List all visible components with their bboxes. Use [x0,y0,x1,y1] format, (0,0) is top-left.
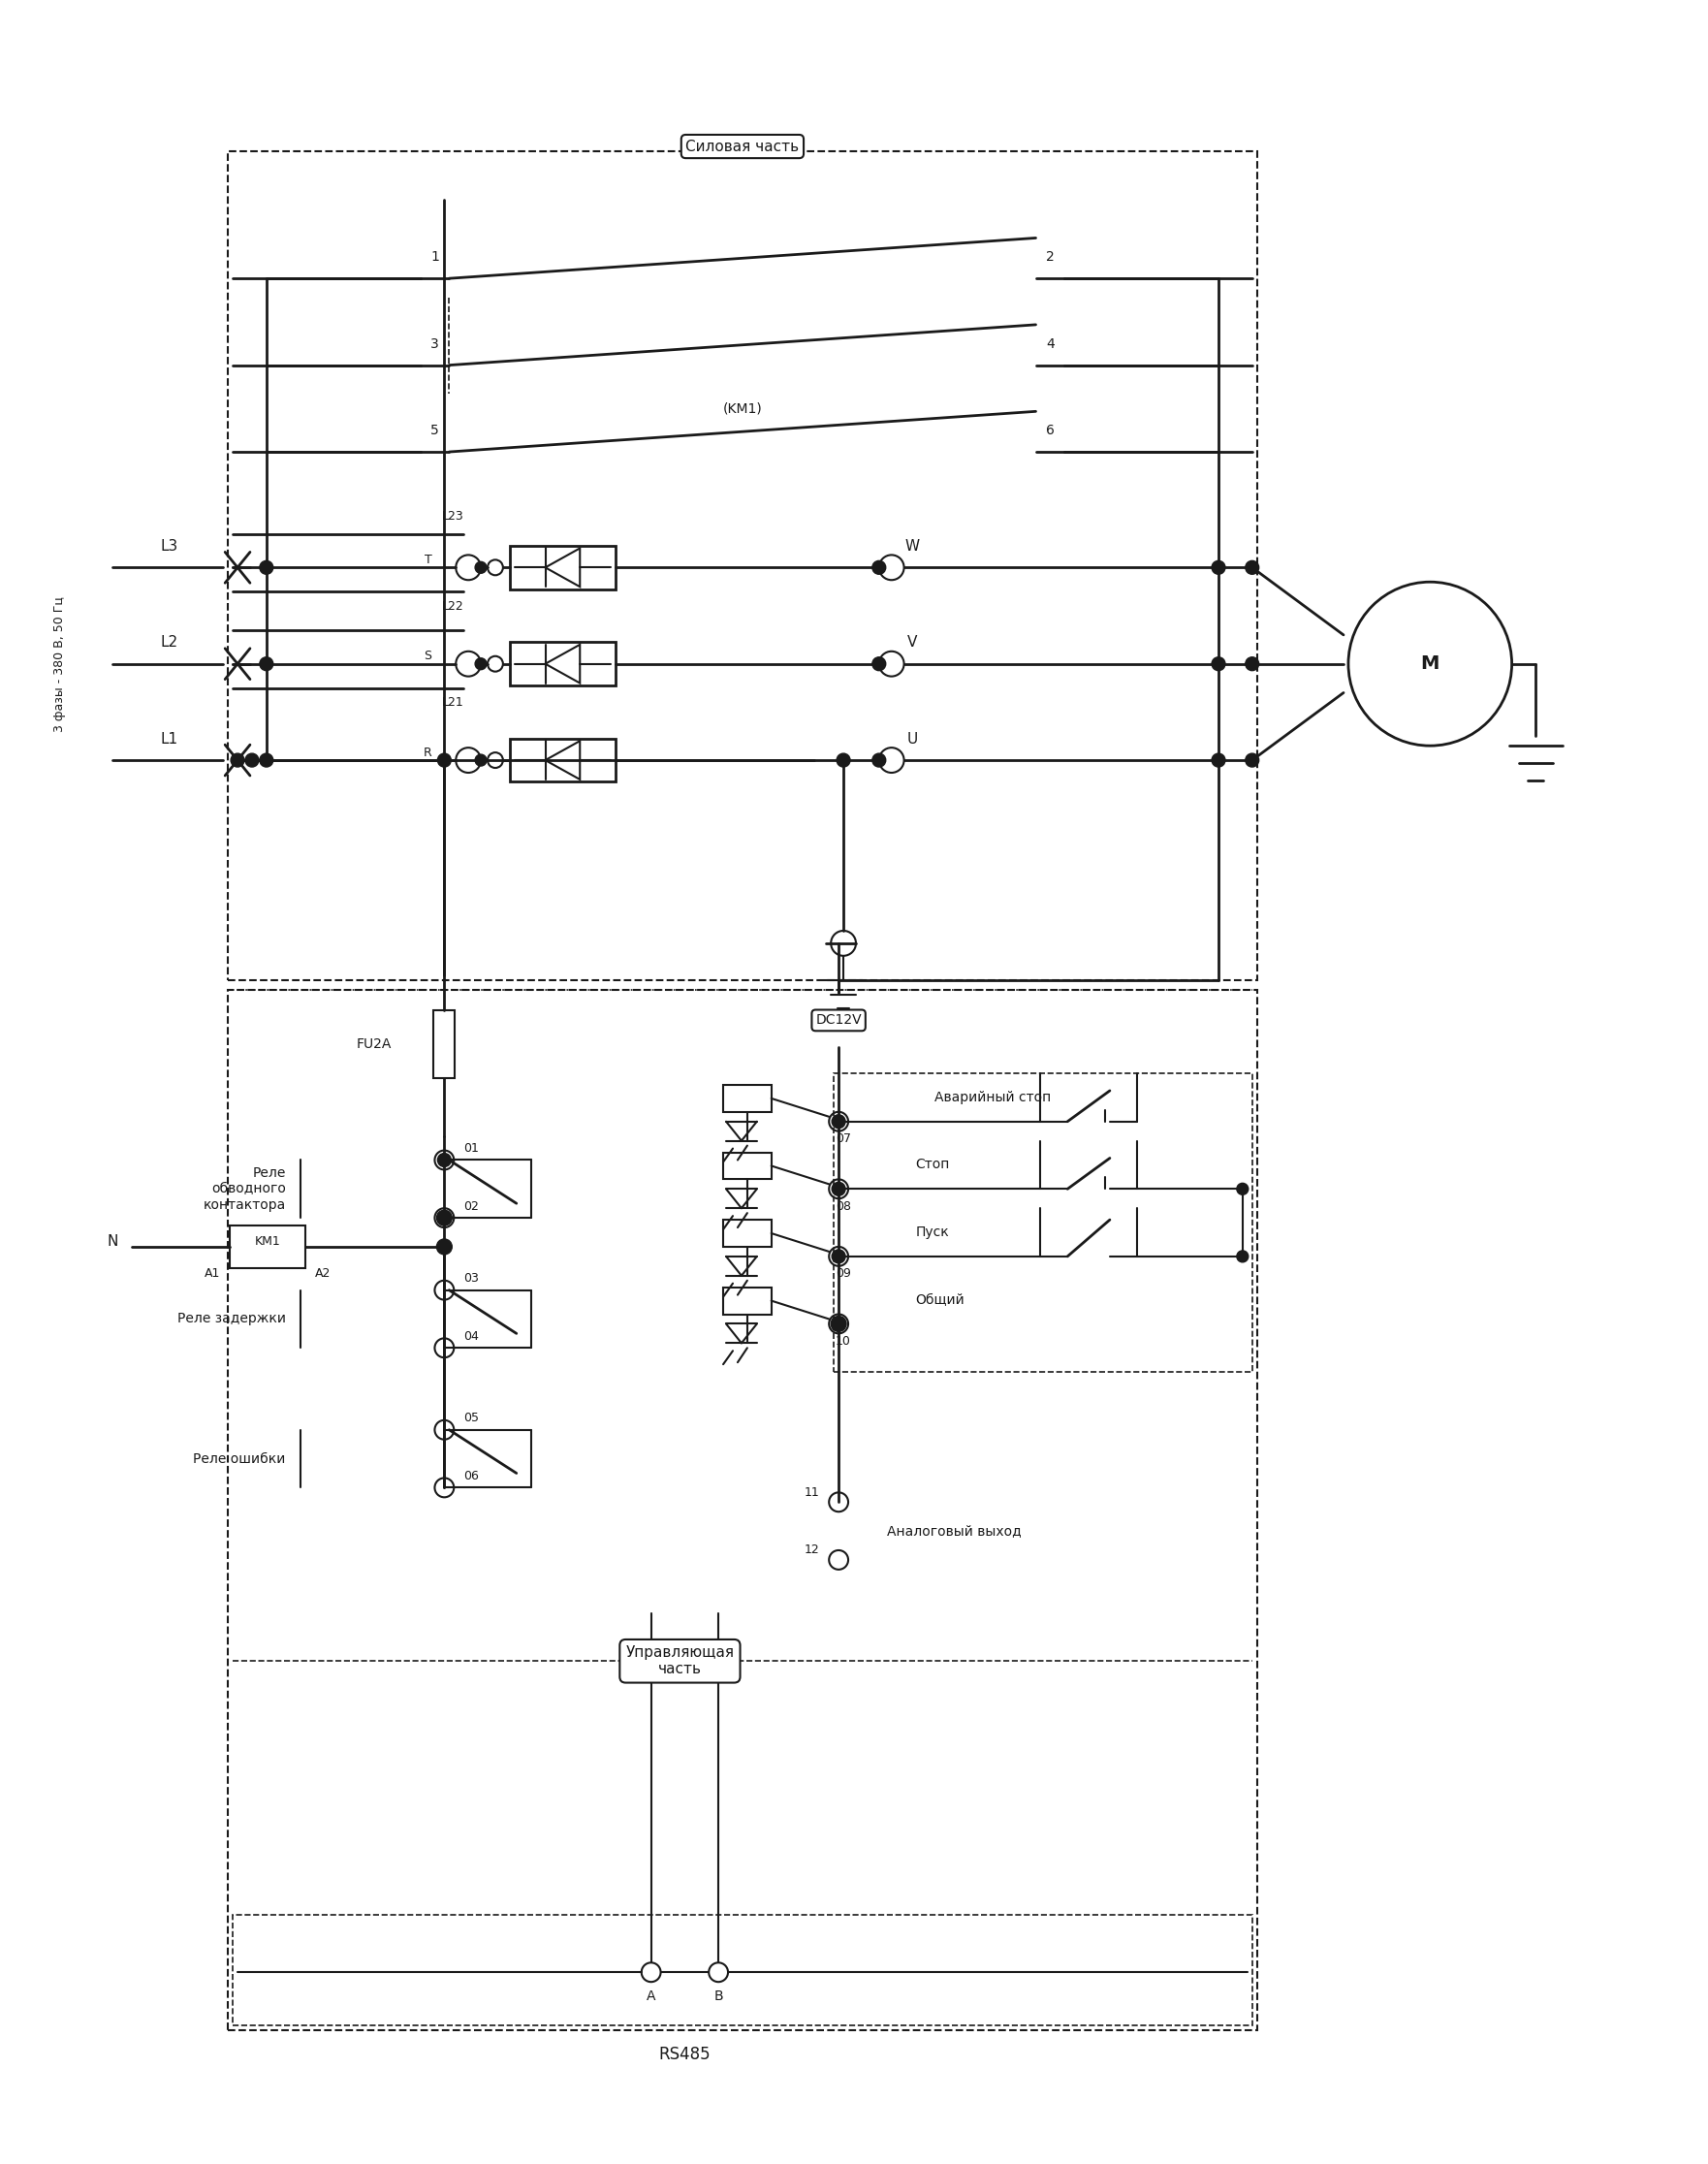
Text: L3: L3 [161,539,178,554]
Text: 04: 04 [463,1331,478,1342]
Circle shape [832,1249,845,1264]
Text: KM1: KM1 [254,1236,280,1249]
Text: 1: 1 [430,251,439,264]
Bar [722,1288,772,1314]
Text: 05: 05 [463,1411,478,1424]
Text: Управляющая
часть: Управляющая часть [625,1645,734,1677]
Text: Пуск: Пуск [915,1225,950,1240]
Circle shape [832,1318,845,1331]
Text: Реле задержки: Реле задержки [178,1311,285,1327]
Circle shape [873,658,886,671]
Bar [722,1084,772,1112]
Bar [722,1153,772,1179]
Circle shape [1237,1184,1249,1195]
Bar [509,738,615,781]
Text: U: U [907,731,919,747]
Text: T: T [424,554,432,567]
Text: 03: 03 [463,1272,478,1285]
Circle shape [246,753,258,766]
Text: L23: L23 [441,511,463,524]
Text: Стоп: Стоп [915,1158,950,1171]
Circle shape [1211,753,1225,766]
Circle shape [1245,658,1259,671]
Circle shape [1245,560,1259,573]
Circle shape [437,753,451,766]
Circle shape [1237,1251,1249,1262]
Circle shape [1211,658,1225,671]
Circle shape [873,560,886,573]
Text: Аварийный стоп: Аварийный стоп [934,1091,1052,1104]
Text: 4: 4 [1045,338,1054,351]
Text: FU2A: FU2A [357,1037,391,1052]
Text: R: R [424,747,432,760]
Circle shape [231,753,244,766]
Bar [722,1220,772,1246]
Bar [834,1073,1252,1372]
Text: 06: 06 [463,1469,478,1482]
Circle shape [437,1240,453,1255]
Text: 2: 2 [1045,251,1054,264]
Bar [227,989,1257,2030]
Text: L2: L2 [161,636,178,649]
Text: 12: 12 [804,1543,820,1556]
Text: 11: 11 [804,1487,820,1500]
Circle shape [830,1316,845,1331]
Text: A: A [646,1989,656,2004]
Bar [509,545,615,589]
Text: DC12V: DC12V [815,1013,863,1028]
Text: 3: 3 [430,338,439,351]
Text: S: S [424,649,432,662]
Bar [231,1225,304,1268]
Circle shape [837,753,851,766]
Bar [509,643,615,686]
Text: A1: A1 [205,1268,220,1281]
Text: 01: 01 [463,1143,478,1156]
Text: 07: 07 [835,1132,851,1145]
Circle shape [832,1182,845,1197]
Circle shape [832,1114,845,1127]
Bar [232,1915,1252,2026]
Circle shape [1211,560,1225,573]
Circle shape [475,563,487,573]
Text: Общий: Общий [915,1292,965,1307]
Text: L21: L21 [441,697,463,708]
Circle shape [1245,753,1259,766]
Bar [434,1011,454,1078]
Circle shape [260,658,273,671]
Text: 6: 6 [1045,424,1054,437]
Text: Силовая часть: Силовая часть [685,138,799,154]
Circle shape [873,753,886,766]
Text: L22: L22 [441,599,463,612]
Text: W: W [905,539,921,554]
Circle shape [260,560,273,573]
Text: 3 фазы - 380 В, 50 Гц: 3 фазы - 380 В, 50 Гц [53,595,67,731]
Text: Реле
обводного
контактора: Реле обводного контактора [203,1166,285,1212]
Circle shape [260,753,273,766]
Text: 09: 09 [835,1268,851,1281]
Text: 08: 08 [835,1201,851,1212]
Text: N: N [108,1236,118,1249]
Text: Аналоговый выход: Аналоговый выход [886,1523,1021,1539]
Text: Реле ошибки: Реле ошибки [193,1452,285,1465]
Text: B: B [714,1989,722,2004]
Text: L1: L1 [161,731,178,747]
Text: M: M [1421,656,1440,673]
Circle shape [437,1210,453,1225]
Circle shape [437,1153,451,1166]
Text: 5: 5 [430,424,439,437]
Text: 10: 10 [835,1335,851,1348]
Circle shape [475,658,487,669]
Circle shape [475,755,487,766]
Bar [227,151,1257,980]
Text: A2: A2 [314,1268,330,1281]
Text: (KM1): (KM1) [722,403,762,415]
Text: RS485: RS485 [659,2045,711,2062]
Text: 02: 02 [463,1201,478,1212]
Text: V: V [907,636,917,649]
